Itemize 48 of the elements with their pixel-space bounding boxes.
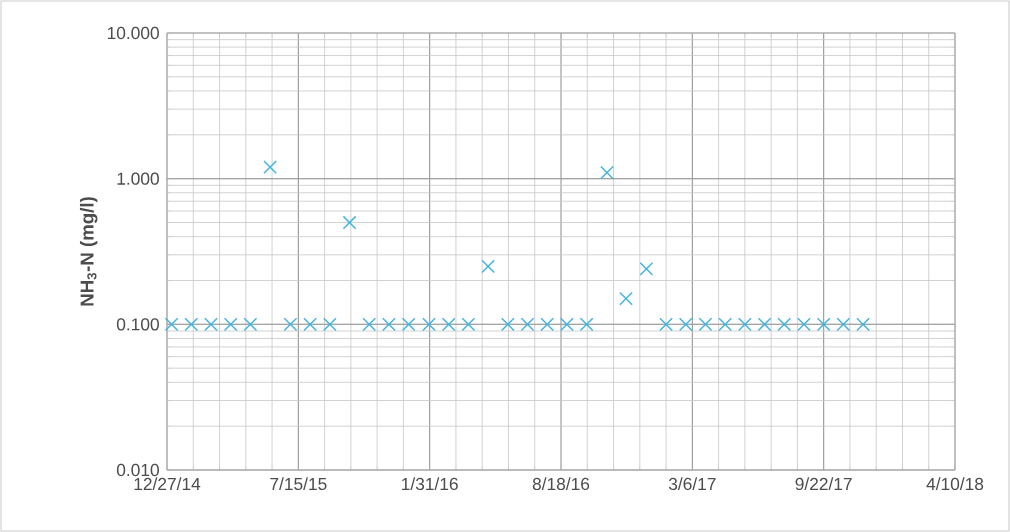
point xyxy=(619,291,633,306)
y-tick-label: 1.000 xyxy=(117,172,159,185)
point xyxy=(777,317,792,332)
point xyxy=(461,317,476,332)
point xyxy=(560,317,574,332)
point xyxy=(520,317,535,332)
point xyxy=(500,317,515,332)
point xyxy=(382,317,396,332)
point xyxy=(263,160,277,174)
point xyxy=(481,259,495,274)
point xyxy=(540,317,555,332)
point xyxy=(836,317,851,332)
point xyxy=(362,317,377,332)
point xyxy=(322,317,337,332)
x-tick-label: 9/22/17 xyxy=(795,477,852,491)
point xyxy=(164,317,179,332)
point xyxy=(223,317,238,332)
point xyxy=(600,165,614,180)
y-tick-label: 10.000 xyxy=(107,26,159,40)
y-tick-label: 0.100 xyxy=(116,318,159,331)
point xyxy=(283,317,298,332)
x-tick-label: 8/18/16 xyxy=(532,477,590,491)
point xyxy=(441,317,456,332)
text: NH$_{3}$-N (mg/l) xyxy=(79,197,98,306)
point xyxy=(757,317,772,332)
point xyxy=(856,317,870,332)
x-tick-label: 1/31/16 xyxy=(402,477,458,491)
point xyxy=(718,317,733,332)
point xyxy=(342,215,357,230)
point xyxy=(184,317,199,332)
x-tick-label: 3/6/17 xyxy=(668,477,716,491)
point xyxy=(579,317,594,332)
point xyxy=(639,262,654,276)
point xyxy=(204,317,218,332)
point xyxy=(797,317,811,332)
point xyxy=(698,317,713,332)
point xyxy=(303,317,318,332)
point xyxy=(738,317,752,332)
point xyxy=(401,317,416,332)
x-tick-label: 7/15/15 xyxy=(270,477,327,491)
y-tick-label: 0.010 xyxy=(116,463,159,477)
x-tick-label: 12/27/14 xyxy=(134,477,201,491)
x-tick-label: 4/10/18 xyxy=(926,477,984,491)
point xyxy=(243,317,258,332)
point xyxy=(816,317,831,332)
point xyxy=(659,317,673,332)
point xyxy=(678,317,693,332)
point xyxy=(422,317,436,332)
